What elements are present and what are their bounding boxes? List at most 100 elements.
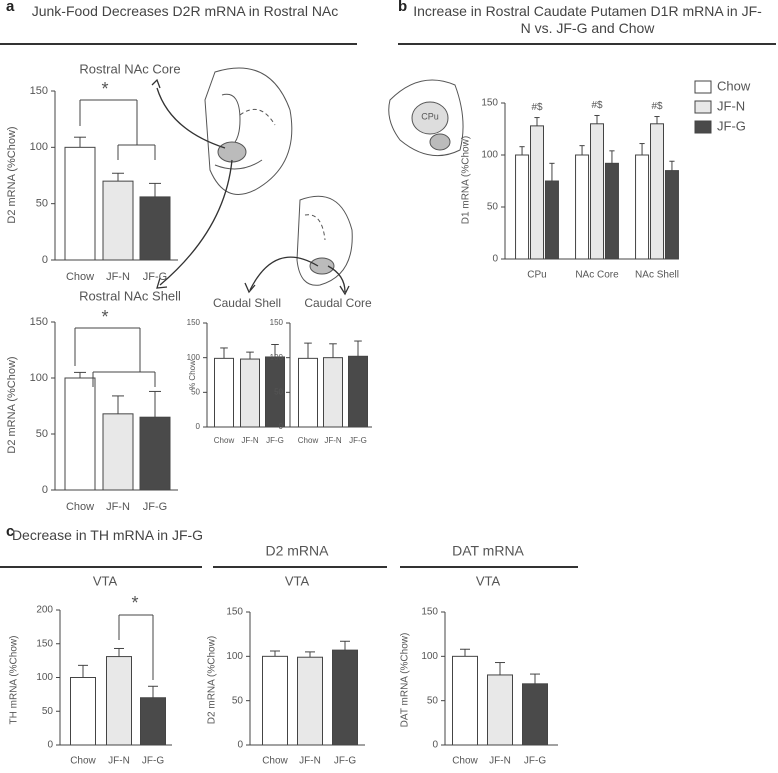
x-tick-label: Chow	[452, 756, 478, 767]
significance-label: #$	[531, 102, 543, 113]
significance-label: *	[101, 79, 108, 99]
legend-swatch	[694, 120, 712, 134]
y-tick-label: 50	[487, 202, 499, 213]
bar	[650, 123, 664, 260]
significance-label: #$	[651, 101, 663, 112]
x-tick-label: Chow	[66, 501, 94, 513]
panel-title: Junk-Food Decreases D2R mRNA in Rostral …	[31, 3, 339, 19]
y-tick-label: 0	[42, 254, 48, 266]
bar	[64, 146, 96, 261]
y-axis-label: % Chow	[188, 360, 197, 390]
chart-title: Caudal Shell	[213, 296, 281, 310]
bar	[332, 649, 358, 746]
y-tick-label: 150	[36, 638, 53, 649]
x-tick-label: Chow	[70, 756, 96, 767]
bar	[544, 180, 559, 260]
bar	[139, 196, 171, 261]
x-tick-label: JF-N	[108, 756, 130, 767]
y-tick-label: 50	[36, 428, 48, 440]
legend-swatch	[694, 100, 712, 114]
y-tick-label: 100	[36, 672, 53, 683]
bar	[522, 683, 548, 746]
legend-swatch	[694, 80, 712, 94]
x-tick-label: JF-N	[299, 756, 321, 767]
bar	[106, 656, 132, 746]
significance-label: #$	[591, 100, 603, 111]
bar	[604, 162, 619, 260]
panel-letter: b	[398, 0, 408, 15]
bar	[635, 154, 650, 260]
arrows	[151, 78, 350, 296]
y-tick-label: 150	[481, 98, 498, 109]
bar	[102, 180, 134, 261]
y-tick-label: 0	[432, 740, 438, 751]
x-tick-label: JF-G	[266, 436, 284, 445]
y-tick-label: 150	[30, 85, 48, 97]
brain-rostral	[204, 67, 293, 195]
x-tick-label: JF-N	[106, 501, 130, 513]
x-tick-label: JF-G	[142, 756, 164, 767]
chart-subtitle: VTA	[476, 573, 501, 588]
arrowhead	[151, 78, 161, 89]
panel-title: Decrease in TH mRNA in JF-G	[11, 527, 204, 543]
y-tick-label: 0	[47, 740, 53, 751]
y-tick-label: 100	[270, 353, 284, 362]
panel-title: Increase in Rostral Caudate Putamen D1R …	[413, 3, 762, 36]
chart-title: Caudal Core	[304, 296, 372, 310]
bar	[64, 377, 96, 491]
legend-label: JF-N	[717, 98, 745, 113]
bar	[214, 357, 234, 428]
x-tick-label: CPu	[527, 270, 546, 281]
brain-caudal	[296, 195, 353, 286]
y-tick-label: 50	[36, 198, 48, 210]
chart-subtitle: VTA	[285, 573, 310, 588]
y-tick-label: 50	[274, 387, 283, 396]
x-tick-label: JF-G	[349, 436, 367, 445]
y-axis-label: TH mRNA (%Chow)	[9, 636, 20, 725]
heading-rules	[0, 43, 776, 568]
y-tick-label: 0	[42, 484, 48, 496]
y-axis-label: D2 mRNA (%Chow)	[6, 126, 18, 223]
y-tick-label: 150	[226, 607, 243, 618]
y-tick-label: 0	[196, 422, 201, 431]
bar	[298, 357, 318, 428]
chart-title: Rostral NAc Shell	[79, 288, 181, 303]
bar	[297, 656, 323, 746]
bar	[70, 677, 96, 746]
bar	[102, 413, 134, 491]
bar	[530, 125, 544, 260]
bar	[323, 357, 343, 428]
y-tick-label: 0	[237, 740, 243, 751]
arrow	[156, 87, 226, 149]
x-tick-label: NAc Shell	[635, 270, 679, 281]
legend-label: JF-G	[717, 118, 746, 133]
y-tick-label: 100	[30, 141, 48, 153]
y-axis-label: D1 mRNA (%Chow)	[461, 136, 472, 224]
bar	[348, 355, 368, 428]
x-tick-label: Chow	[298, 436, 319, 445]
x-tick-label: JF-N	[489, 756, 511, 767]
arrowhead	[244, 282, 256, 294]
x-tick-label: JF-G	[334, 756, 356, 767]
significance-label: *	[101, 307, 108, 327]
y-tick-label: 0	[492, 254, 498, 265]
arrowhead	[339, 285, 350, 296]
significance-label: *	[131, 593, 138, 613]
x-tick-label: JF-G	[524, 756, 546, 767]
x-tick-label: Chow	[262, 756, 288, 767]
panel-letter: c	[6, 523, 15, 540]
y-tick-label: 50	[191, 387, 200, 396]
y-tick-label: 150	[187, 318, 201, 327]
y-tick-label: 100	[481, 150, 498, 161]
bar	[262, 655, 288, 746]
bar	[590, 123, 604, 260]
arrow	[327, 265, 346, 293]
arrow	[249, 256, 319, 291]
bar	[664, 170, 679, 260]
y-tick-label: 100	[421, 651, 438, 662]
y-tick-label: 100	[30, 372, 48, 384]
y-tick-label: 0	[279, 422, 284, 431]
brain-striatum	[388, 79, 464, 157]
x-tick-label: Chow	[66, 271, 94, 283]
